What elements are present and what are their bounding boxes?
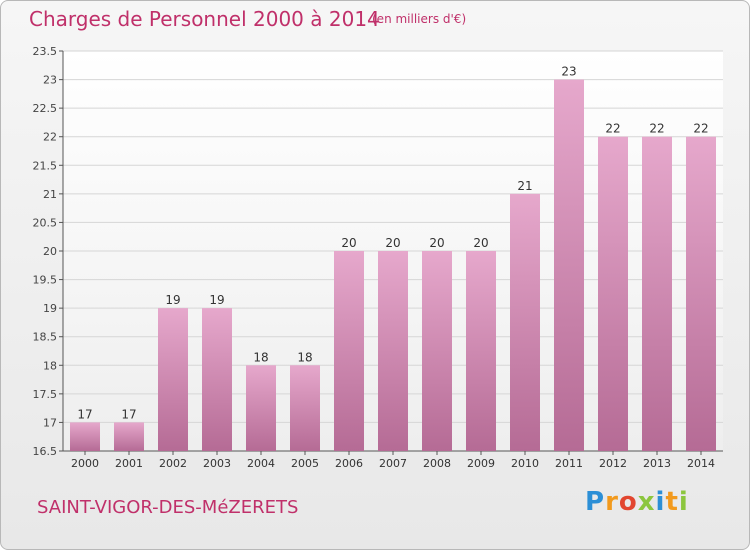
y-tick-label: 23 — [43, 74, 57, 87]
bar — [334, 251, 364, 451]
bar — [290, 365, 320, 451]
bar-value-label: 18 — [253, 350, 268, 364]
bar — [378, 251, 408, 451]
bar — [466, 251, 496, 451]
bar-value-label: 23 — [561, 65, 576, 79]
bar-value-label: 18 — [297, 350, 312, 364]
y-tick-label: 22 — [43, 131, 57, 144]
bar-value-label: 21 — [517, 179, 532, 193]
bar — [422, 251, 452, 451]
bar-value-label: 20 — [385, 236, 400, 250]
place-name: SAINT-VIGOR-DES-MéZERETS — [37, 497, 299, 518]
y-tick-label: 18 — [43, 359, 57, 372]
x-tick-label: 2009 — [467, 457, 495, 470]
bar — [642, 136, 672, 451]
y-tick-label: 19 — [43, 302, 57, 315]
bar-value-label: 22 — [605, 122, 620, 136]
bar-value-label: 19 — [165, 293, 180, 307]
bar — [246, 365, 276, 451]
x-tick-label: 2000 — [71, 457, 99, 470]
x-tick-label: 2014 — [687, 457, 715, 470]
logo-letter: r — [605, 487, 619, 517]
x-tick-label: 2012 — [599, 457, 627, 470]
y-tick-label: 22.5 — [33, 102, 58, 115]
y-tick-label: 17 — [43, 416, 57, 429]
y-tick-label: 16.5 — [33, 445, 58, 458]
bar-value-label: 19 — [209, 293, 224, 307]
bar-value-label: 20 — [429, 236, 444, 250]
x-tick-label: 2007 — [379, 457, 407, 470]
bar — [70, 422, 100, 451]
y-tick-label: 19.5 — [33, 274, 58, 287]
bar — [202, 308, 232, 451]
y-tick-label: 20 — [43, 245, 57, 258]
logo-letter: i — [678, 487, 689, 517]
y-tick-label: 17.5 — [33, 388, 58, 401]
chart-title: Charges de Personnel 2000 à 2014 — [29, 7, 380, 31]
x-tick-label: 2013 — [643, 457, 671, 470]
chart-subtitle: (en milliers d'€) — [372, 12, 467, 26]
x-tick-label: 2011 — [555, 457, 583, 470]
bar — [554, 79, 584, 452]
bar-value-label: 22 — [649, 122, 664, 136]
logo-letter: P — [585, 487, 606, 517]
bar — [510, 193, 540, 451]
x-tick-label: 2010 — [511, 457, 539, 470]
logo-letter: x — [637, 487, 656, 517]
x-tick-label: 2001 — [115, 457, 143, 470]
bar-value-label: 20 — [341, 236, 356, 250]
logo-letter: o — [618, 487, 638, 517]
bar — [114, 422, 144, 451]
bar — [158, 308, 188, 451]
bar-value-label: 17 — [121, 407, 136, 421]
logo-letter: t — [665, 487, 679, 517]
y-tick-label: 21.5 — [33, 159, 58, 172]
x-tick-label: 2005 — [291, 457, 319, 470]
logo-letter: i — [655, 487, 666, 517]
bar-value-label: 22 — [693, 122, 708, 136]
y-tick-label: 20.5 — [33, 216, 58, 229]
x-tick-label: 2008 — [423, 457, 451, 470]
x-tick-label: 2006 — [335, 457, 363, 470]
bar-value-label: 20 — [473, 236, 488, 250]
bar — [598, 136, 628, 451]
proxiti-logo: Proxiti — [585, 487, 689, 517]
y-tick-label: 23.5 — [33, 45, 58, 58]
y-tick-label: 21 — [43, 188, 57, 201]
x-tick-label: 2002 — [159, 457, 187, 470]
bar-value-label: 17 — [77, 407, 92, 421]
y-tick-label: 18.5 — [33, 331, 58, 344]
bar — [686, 136, 716, 451]
x-tick-label: 2003 — [203, 457, 231, 470]
x-tick-label: 2004 — [247, 457, 275, 470]
